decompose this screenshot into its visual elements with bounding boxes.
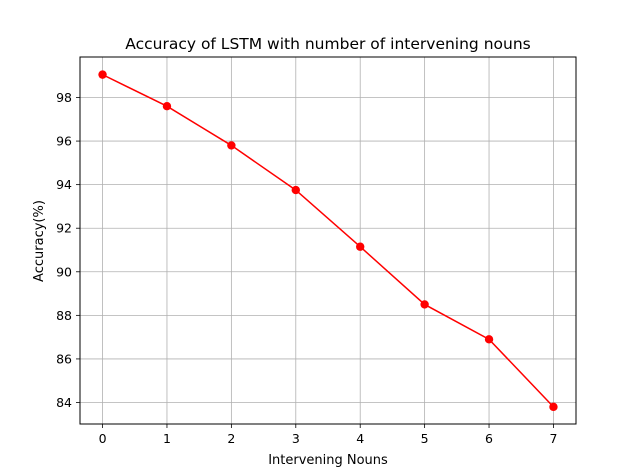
y-tick-label: 98 bbox=[56, 90, 72, 105]
axis-ticks: 0 1 2 3 4 5 6 7 84 86 88 90 92 94 96 98 bbox=[56, 90, 557, 446]
y-tick-label: 90 bbox=[56, 264, 72, 279]
data-point bbox=[162, 102, 172, 111]
x-tick-label: 0 bbox=[99, 431, 107, 446]
series-layer bbox=[98, 70, 558, 412]
data-point bbox=[291, 185, 300, 195]
data-point bbox=[484, 335, 494, 344]
series-line bbox=[102, 73, 554, 408]
data-point bbox=[549, 402, 558, 412]
x-tick-label: 4 bbox=[356, 431, 364, 446]
chart-title: Accuracy of LSTM with number of interven… bbox=[125, 35, 530, 53]
plot-frame bbox=[79, 56, 577, 425]
y-tick-label: 88 bbox=[56, 308, 72, 323]
grid bbox=[80, 57, 576, 424]
x-tick-label: 6 bbox=[485, 431, 493, 446]
y-axis-label: Accuracy(%) bbox=[32, 200, 47, 282]
data-point bbox=[98, 70, 107, 79]
x-tick-label: 1 bbox=[163, 431, 171, 446]
x-tick-label: 5 bbox=[421, 431, 429, 446]
y-tick-label: 96 bbox=[56, 134, 72, 149]
x-tick-label: 7 bbox=[549, 431, 557, 446]
y-tick-label: 94 bbox=[56, 177, 72, 192]
data-point bbox=[356, 242, 365, 251]
x-tick-label: 2 bbox=[227, 431, 235, 446]
y-tick-label: 86 bbox=[56, 351, 72, 366]
x-tick-label: 3 bbox=[292, 431, 300, 446]
y-tick-label: 92 bbox=[56, 221, 72, 236]
data-point bbox=[420, 300, 429, 309]
x-axis-label: Intervening Nouns bbox=[268, 453, 388, 468]
y-tick-label: 84 bbox=[56, 395, 72, 410]
data-point bbox=[227, 141, 236, 150]
